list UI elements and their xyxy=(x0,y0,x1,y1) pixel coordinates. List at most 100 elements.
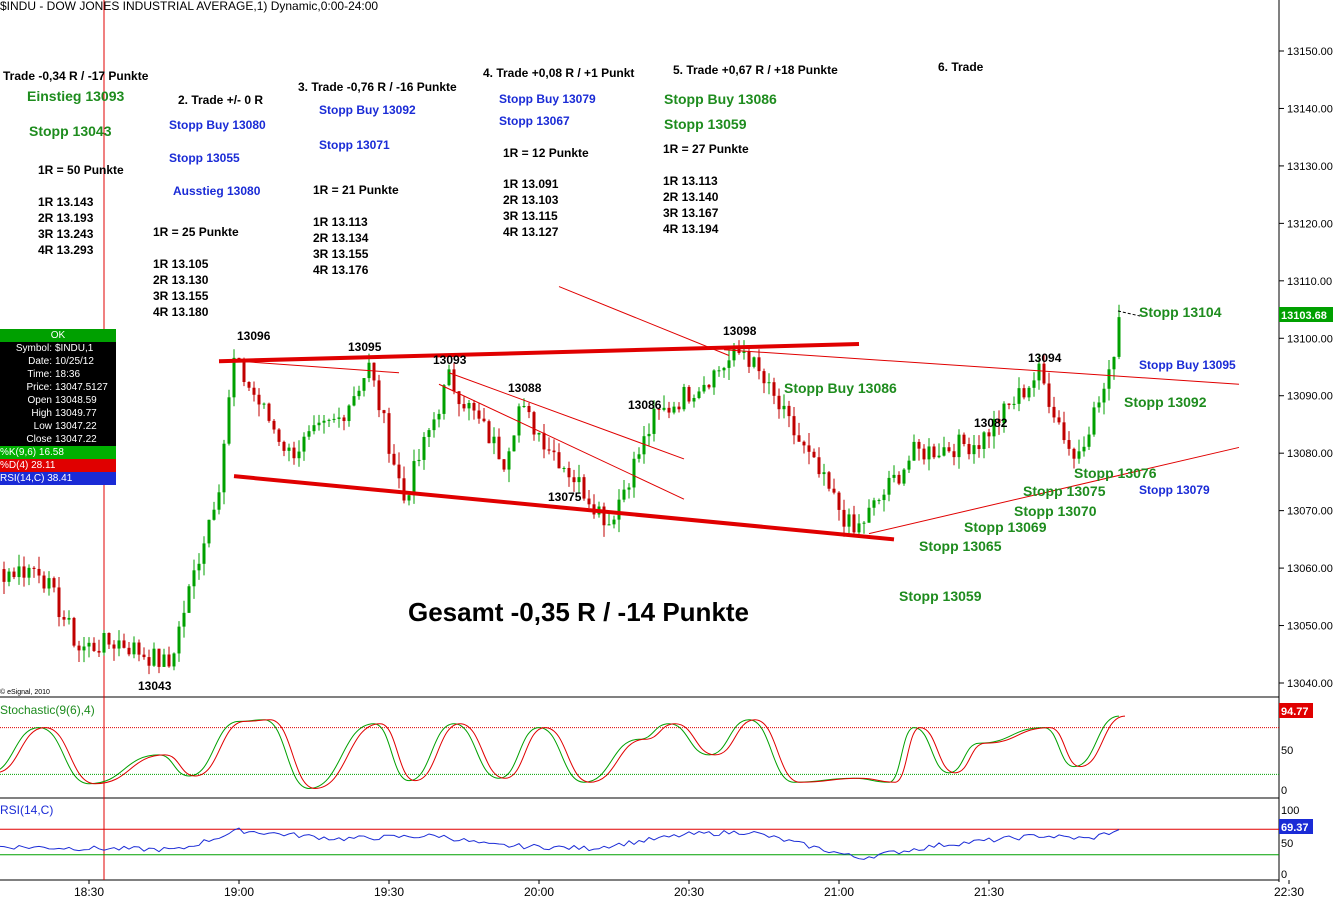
candle-body xyxy=(1032,380,1036,388)
price-axis: 13150.00 13140.00 13130.00 13120.00 13110.00… xyxy=(1279,46,1333,690)
candle-body xyxy=(447,369,451,386)
trade3-r: 1R = 21 Punkte xyxy=(313,183,399,197)
data-row-rsi: RSI(14,C) 38.41 xyxy=(0,472,116,485)
candle-body xyxy=(647,433,651,437)
candle-body xyxy=(187,586,191,613)
data-row-low: Low 13047.22 xyxy=(33,421,97,432)
last-price-dash xyxy=(1117,310,1141,317)
candle-body xyxy=(152,648,156,666)
last-price-tag xyxy=(1279,307,1333,322)
candle-body xyxy=(657,408,661,410)
candle-body xyxy=(312,425,316,432)
trade2-stop: Stopp 13055 xyxy=(169,151,240,165)
candle-body xyxy=(892,474,896,478)
candle-body xyxy=(912,441,916,461)
candle-body xyxy=(227,397,231,444)
candle-body xyxy=(962,434,966,445)
candle-body xyxy=(557,452,561,469)
candle-body xyxy=(182,612,186,627)
trade1-stop: Stopp 13043 xyxy=(29,123,112,139)
candle-body xyxy=(572,477,576,483)
candle-body xyxy=(17,566,21,578)
candle-body xyxy=(832,488,836,493)
candle-body xyxy=(252,387,256,395)
candle-body xyxy=(842,509,846,527)
candle-body xyxy=(267,403,271,421)
candle-body xyxy=(392,453,396,465)
time-axis: 18:30 19:00 19:30 20:00 20:30 21:00 21:30 22:30 xyxy=(74,880,1304,899)
candle-body xyxy=(122,640,126,648)
candle-body xyxy=(542,432,546,450)
candle-body xyxy=(1052,406,1056,418)
data-window-ok[interactable]: OK xyxy=(0,329,116,342)
candle-body xyxy=(287,447,291,451)
trendline-thin xyxy=(868,446,1240,535)
candle-body xyxy=(1047,383,1051,407)
candle-body xyxy=(407,495,411,501)
rsi-tick-0: 0 xyxy=(1281,869,1287,881)
price-tick-label: 13080.00 xyxy=(1287,448,1333,460)
candle-body xyxy=(212,509,216,520)
candle-body xyxy=(102,632,106,653)
candle-body xyxy=(582,477,586,499)
trade2-title: 2. Trade +/- 0 R xyxy=(178,93,263,107)
mark-13093: 13093 xyxy=(433,353,467,367)
candle-body xyxy=(12,571,16,578)
candle-body xyxy=(742,351,746,353)
time-tick-label: 19:30 xyxy=(374,885,404,899)
trade5-target-3: 3R 13.167 xyxy=(663,206,719,220)
candle-body xyxy=(652,408,656,434)
candle-body xyxy=(1112,356,1116,370)
candle-body xyxy=(1027,387,1031,398)
time-tick-label: 21:30 xyxy=(974,885,1004,899)
trade2-target-1: 1R 13.105 xyxy=(153,257,209,271)
data-row-date: Date: 10/25/12 xyxy=(28,356,94,367)
candle-body xyxy=(707,384,711,388)
candle-body xyxy=(632,458,636,488)
candle-body xyxy=(67,617,71,620)
candle-body xyxy=(727,360,731,368)
time-tick-label: 20:00 xyxy=(524,885,554,899)
data-row-time: Time: 18:36 xyxy=(27,369,81,380)
candle-body xyxy=(1067,440,1071,449)
mark-13088: 13088 xyxy=(508,381,542,395)
candle-body xyxy=(982,432,986,449)
stop-13104: Stopp 13104 xyxy=(1139,304,1222,320)
trade1-target-1: 1R 13.143 xyxy=(38,195,94,209)
time-tick-label: 21:00 xyxy=(824,885,854,899)
candle-body xyxy=(1007,403,1011,405)
candle-body xyxy=(192,570,196,587)
candle-body xyxy=(987,432,991,437)
candle-body xyxy=(722,367,726,371)
trade4-target-2: 2R 13.103 xyxy=(503,193,559,207)
candle-body xyxy=(872,500,876,508)
summary-total: Gesamt -0,35 R / -14 Punkte xyxy=(408,597,749,627)
candle-body xyxy=(672,406,676,413)
trendline-thin xyxy=(238,360,400,374)
candle-body xyxy=(552,450,556,453)
candle-body xyxy=(222,443,226,493)
candle-body xyxy=(717,370,721,372)
trade5-target-4: 4R 13.194 xyxy=(663,222,719,236)
candle-body xyxy=(162,654,166,667)
channel-line-heavy xyxy=(218,342,860,364)
candle-body xyxy=(292,447,296,459)
trendline-thin xyxy=(558,286,730,356)
candle-body xyxy=(1017,388,1021,404)
candle-body xyxy=(532,412,536,435)
mark-13082: 13082 xyxy=(974,416,1008,430)
candle-body xyxy=(827,472,831,489)
candle-body xyxy=(272,420,276,430)
candle-body xyxy=(752,357,756,367)
candle-body xyxy=(862,522,866,524)
candle-body xyxy=(1042,363,1046,384)
candle-body xyxy=(332,418,336,420)
trade5-title: 5. Trade +0,67 R / +18 Punkte xyxy=(673,63,838,77)
stop-13079: Stopp 13079 xyxy=(1139,483,1210,497)
trade3-target-2: 2R 13.134 xyxy=(313,231,369,245)
candle-body xyxy=(822,472,826,475)
trade5-stop-buy: Stopp Buy 13086 xyxy=(664,91,777,107)
candle-body xyxy=(262,403,266,405)
data-row-close: Close 13047.22 xyxy=(26,434,97,445)
